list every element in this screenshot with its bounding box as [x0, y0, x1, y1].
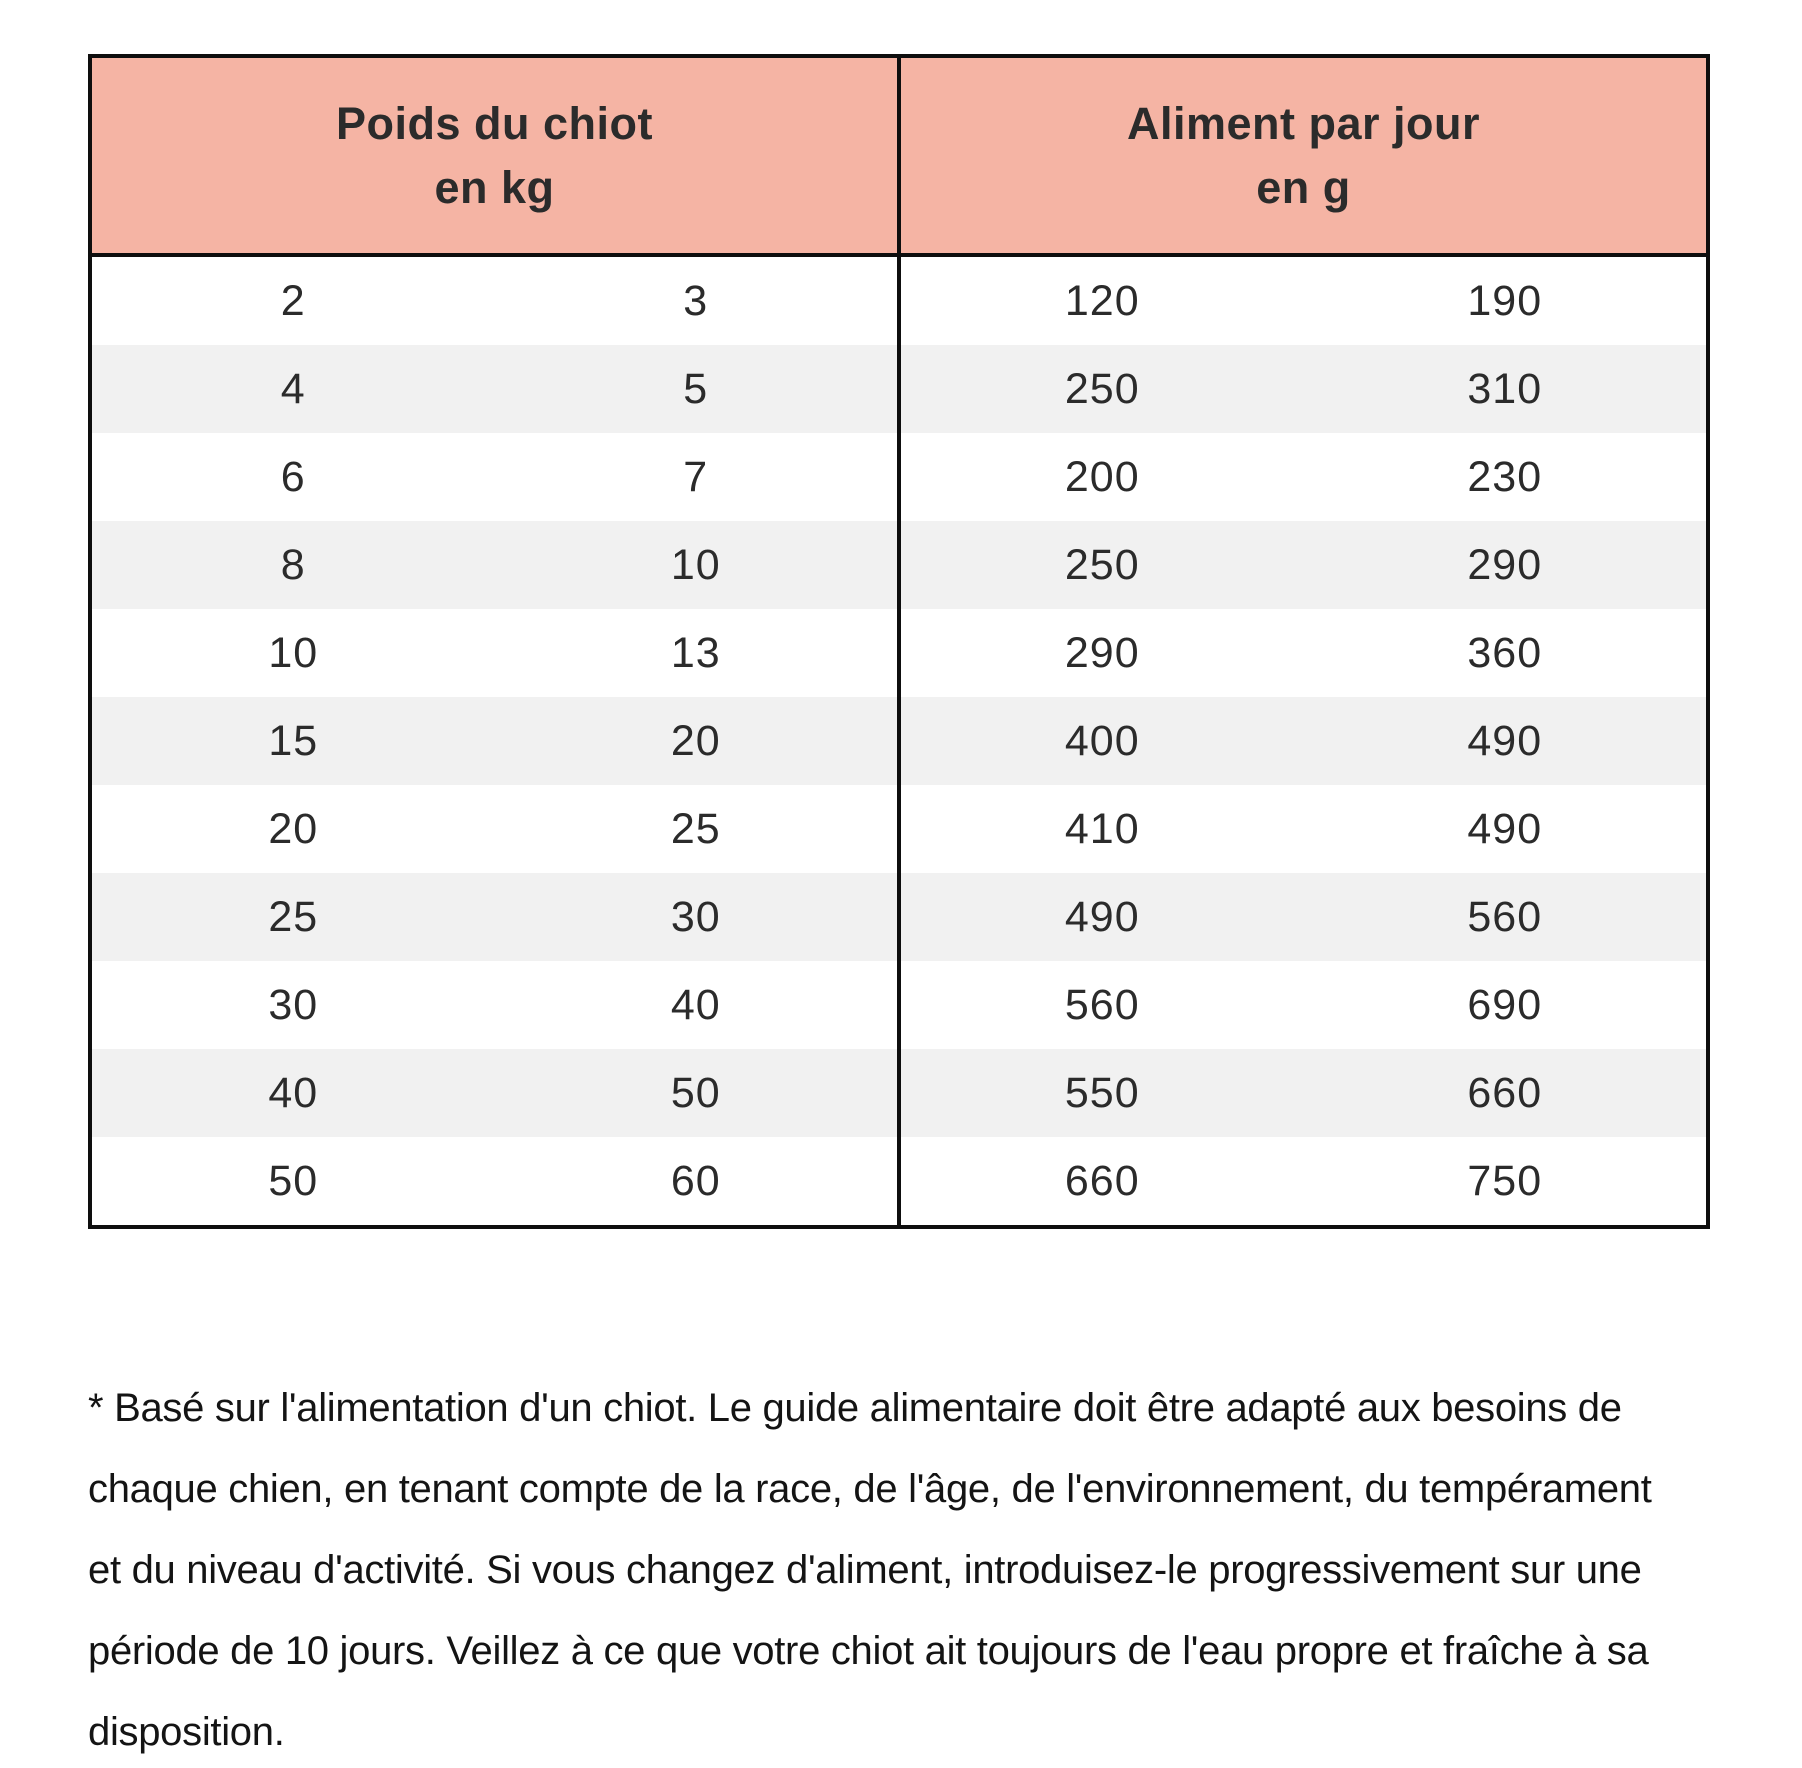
- table-row: 8 10 250 290: [92, 521, 1706, 609]
- cell-weight-max: 5: [683, 364, 709, 413]
- row-weight-group: 30 40: [92, 961, 897, 1049]
- cell-weight-max: 60: [670, 1156, 721, 1205]
- row-weight-group: 6 7: [92, 433, 897, 521]
- cell-weight-max: 3: [683, 276, 709, 325]
- cell-food-max: 660: [1467, 1068, 1543, 1117]
- row-weight-group: 15 20: [92, 697, 897, 785]
- table-row: 40 50 550 660: [92, 1049, 1706, 1137]
- table-row: 2 3 120 190: [92, 257, 1706, 345]
- cell-weight-min: 50: [268, 1156, 319, 1205]
- footnote-line: disposition.: [88, 1710, 285, 1754]
- cell-weight-min: 30: [268, 980, 319, 1029]
- table-row: 50 60 660 750: [92, 1137, 1706, 1225]
- footnote-line: période de 10 jours. Veillez à ce que vo…: [88, 1629, 1649, 1673]
- cell-weight-max: 30: [670, 892, 721, 941]
- cell-weight-max: 50: [670, 1068, 721, 1117]
- cell-food-max: 360: [1467, 628, 1543, 677]
- cell-food-min: 550: [1064, 1068, 1140, 1117]
- cell-weight-min: 25: [268, 892, 319, 941]
- row-food-group: 400 490: [897, 697, 1706, 785]
- cell-food-max: 290: [1467, 540, 1543, 589]
- table-row: 10 13 290 360: [92, 609, 1706, 697]
- cell-food-min: 250: [1064, 540, 1140, 589]
- row-weight-group: 10 13: [92, 609, 897, 697]
- row-weight-group: 20 25: [92, 785, 897, 873]
- feeding-guide-table: Poids du chiot en kg Aliment par jour en…: [88, 54, 1710, 1229]
- row-food-group: 550 660: [897, 1049, 1706, 1137]
- cell-weight-min: 4: [280, 364, 306, 413]
- header-puppy-weight-title: Poids du chiot: [336, 97, 653, 149]
- table-header-row: Poids du chiot en kg Aliment par jour en…: [92, 58, 1706, 257]
- cell-food-max: 310: [1467, 364, 1543, 413]
- cell-food-min: 660: [1064, 1156, 1140, 1205]
- cell-food-min: 410: [1064, 804, 1140, 853]
- cell-food-min: 250: [1064, 364, 1140, 413]
- table-row: 6 7 200 230: [92, 433, 1706, 521]
- header-food-per-day-unit: en g: [1256, 161, 1351, 213]
- row-food-group: 290 360: [897, 609, 1706, 697]
- footnote-line: chaque chien, en tenant compte de la rac…: [88, 1467, 1652, 1511]
- row-weight-group: 50 60: [92, 1137, 897, 1225]
- cell-food-max: 690: [1467, 980, 1543, 1029]
- cell-weight-min: 8: [280, 540, 306, 589]
- row-food-group: 660 750: [897, 1137, 1706, 1225]
- cell-food-min: 490: [1064, 892, 1140, 941]
- row-weight-group: 40 50: [92, 1049, 897, 1137]
- header-food-per-day-title: Aliment par jour: [1126, 97, 1481, 149]
- row-weight-group: 4 5: [92, 345, 897, 433]
- cell-weight-max: 25: [670, 804, 721, 853]
- row-food-group: 200 230: [897, 433, 1706, 521]
- cell-weight-min: 20: [268, 804, 319, 853]
- row-weight-group: 2 3: [92, 257, 897, 345]
- cell-food-min: 400: [1064, 716, 1140, 765]
- cell-weight-min: 10: [268, 628, 319, 677]
- cell-weight-min: 2: [280, 276, 306, 325]
- cell-food-max: 490: [1467, 716, 1543, 765]
- row-weight-group: 25 30: [92, 873, 897, 961]
- cell-food-min: 120: [1064, 276, 1140, 325]
- header-food-per-day: Aliment par jour en g: [897, 58, 1706, 253]
- cell-food-max: 490: [1467, 804, 1543, 853]
- table-row: 20 25 410 490: [92, 785, 1706, 873]
- cell-weight-min: 40: [268, 1068, 319, 1117]
- cell-weight-max: 13: [670, 628, 721, 677]
- cell-food-max: 230: [1467, 452, 1543, 501]
- cell-weight-max: 20: [670, 716, 721, 765]
- cell-weight-min: 6: [280, 452, 306, 501]
- table-body: 2 3 120 190 4 5 250 310 6 7: [92, 257, 1706, 1225]
- row-food-group: 410 490: [897, 785, 1706, 873]
- cell-food-min: 200: [1064, 452, 1140, 501]
- cell-food-min: 290: [1064, 628, 1140, 677]
- footnote-line: * Basé sur l'alimentation d'un chiot. Le…: [88, 1386, 1622, 1430]
- table-row: 30 40 560 690: [92, 961, 1706, 1049]
- row-food-group: 560 690: [897, 961, 1706, 1049]
- header-puppy-weight: Poids du chiot en kg: [92, 58, 897, 253]
- row-food-group: 250 310: [897, 345, 1706, 433]
- table-row: 4 5 250 310: [92, 345, 1706, 433]
- row-food-group: 250 290: [897, 521, 1706, 609]
- cell-weight-max: 7: [683, 452, 709, 501]
- cell-weight-max: 40: [670, 980, 721, 1029]
- row-food-group: 120 190: [897, 257, 1706, 345]
- table-row: 25 30 490 560: [92, 873, 1706, 961]
- cell-food-max: 190: [1467, 276, 1543, 325]
- cell-food-max: 750: [1467, 1156, 1543, 1205]
- row-weight-group: 8 10: [92, 521, 897, 609]
- cell-weight-max: 10: [670, 540, 721, 589]
- cell-food-max: 560: [1467, 892, 1543, 941]
- table-row: 15 20 400 490: [92, 697, 1706, 785]
- footnote: * Basé sur l'alimentation d'un chiot. Le…: [88, 1368, 1728, 1768]
- cell-weight-min: 15: [268, 716, 319, 765]
- header-puppy-weight-unit: en kg: [434, 161, 555, 213]
- cell-food-min: 560: [1064, 980, 1140, 1029]
- footnote-line: et du niveau d'activité. Si vous changez…: [88, 1548, 1642, 1592]
- row-food-group: 490 560: [897, 873, 1706, 961]
